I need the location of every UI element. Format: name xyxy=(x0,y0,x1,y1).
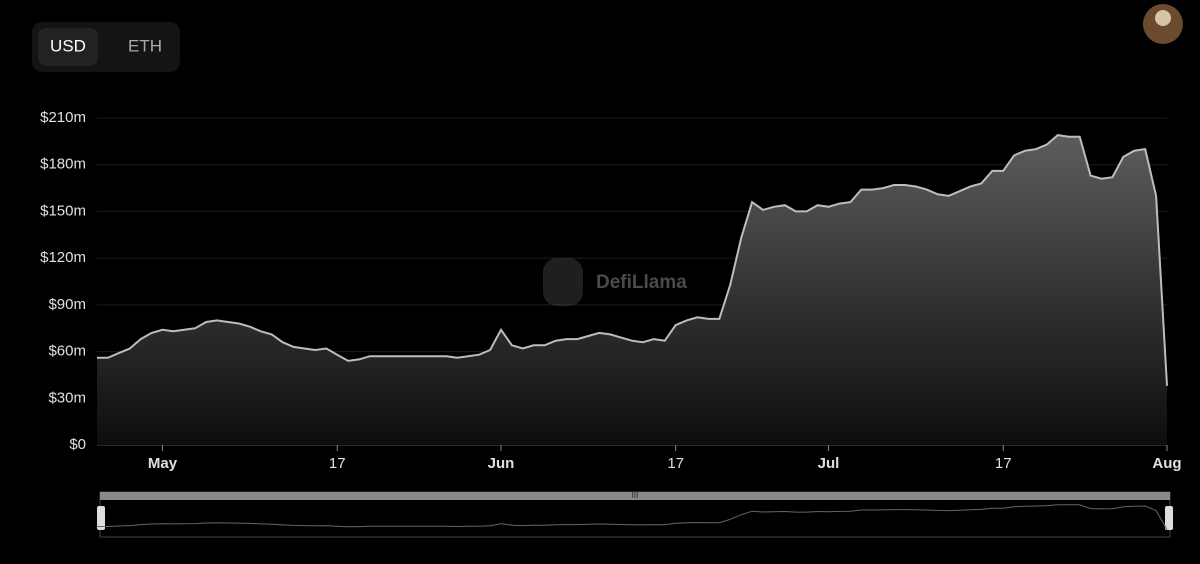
x-tick-label: 17 xyxy=(329,455,346,472)
y-tick-label: $180m xyxy=(40,156,86,173)
y-tick-label: $60m xyxy=(48,343,86,360)
x-tick-label: May xyxy=(148,455,178,472)
minimap-handle-right[interactable] xyxy=(1165,506,1173,530)
logo-detail xyxy=(1155,10,1171,26)
watermark: DefiLlama xyxy=(543,258,687,306)
toggle-active-bg xyxy=(38,28,98,66)
minimap-bar[interactable] xyxy=(100,492,1170,500)
x-tick-label: Aug xyxy=(1152,455,1181,472)
y-tick-label: $30m xyxy=(48,389,86,406)
y-tick-label: $120m xyxy=(40,249,86,266)
toggle-eth[interactable]: ETH xyxy=(128,36,162,55)
minimap-line xyxy=(97,504,1168,530)
x-tick-label: 17 xyxy=(667,455,684,472)
y-tick-label: $0 xyxy=(69,436,86,453)
x-tick-label: Jun xyxy=(488,455,515,472)
y-tick-label: $210m xyxy=(40,109,86,126)
x-tick-label: Jul xyxy=(818,455,840,472)
x-tick-label: 17 xyxy=(995,455,1012,472)
minimap-grip: III xyxy=(632,491,639,500)
watermark-text: DefiLlama xyxy=(596,272,687,293)
toggle-usd[interactable]: USD xyxy=(50,36,86,55)
minimap-handle-left[interactable] xyxy=(97,506,105,530)
area-fill xyxy=(97,135,1167,445)
area-line xyxy=(97,134,1168,386)
y-tick-label: $150m xyxy=(40,202,86,219)
y-tick-label: $90m xyxy=(48,296,86,313)
watermark-icon xyxy=(543,258,583,306)
